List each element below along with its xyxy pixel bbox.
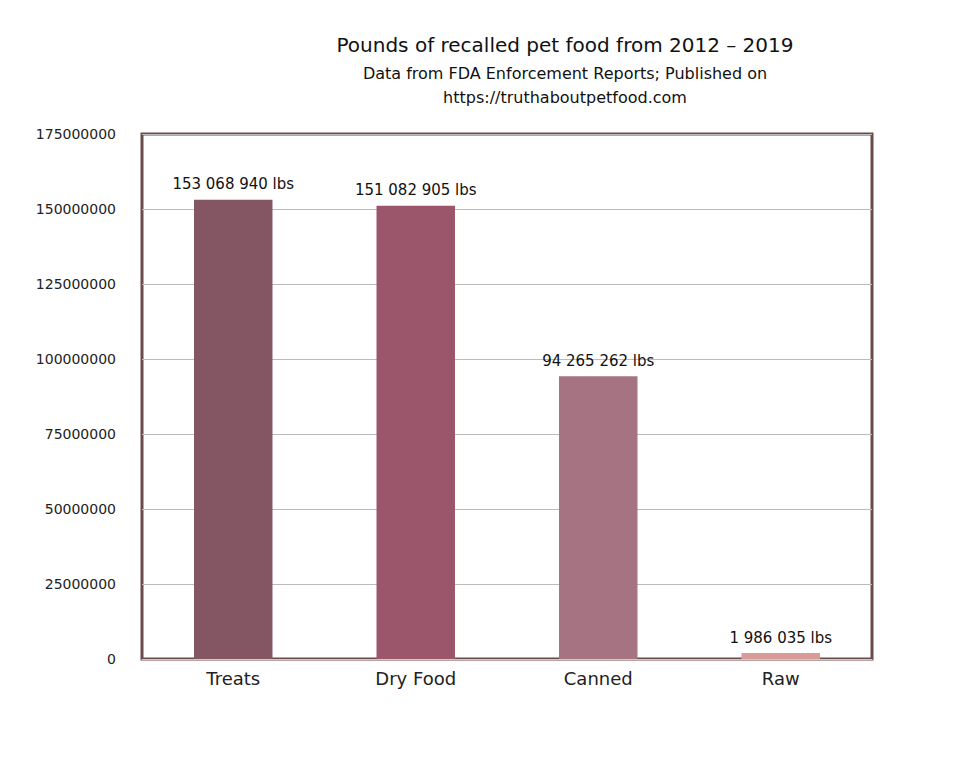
- svg-text:153 068 940 lbs: 153 068 940 lbs: [172, 175, 294, 193]
- svg-text:151 082 905 lbs: 151 082 905 lbs: [355, 181, 477, 199]
- svg-text:Canned: Canned: [564, 668, 633, 689]
- svg-text:100000000: 100000000: [36, 351, 116, 367]
- svg-text:0: 0: [107, 651, 116, 667]
- svg-text:Raw: Raw: [762, 668, 800, 689]
- svg-text:150000000: 150000000: [36, 201, 116, 217]
- svg-text:https://truthaboutpetfood.com: https://truthaboutpetfood.com: [443, 88, 687, 107]
- svg-text:1 986 035 lbs: 1 986 035 lbs: [729, 629, 832, 647]
- svg-text:Treats: Treats: [205, 668, 260, 689]
- svg-text:Data from FDA Enforcement Repo: Data from FDA Enforcement Reports; Publi…: [363, 64, 767, 83]
- svg-text:94 265 262 lbs: 94 265 262 lbs: [542, 352, 654, 370]
- svg-text:125000000: 125000000: [36, 276, 116, 292]
- svg-text:75000000: 75000000: [45, 426, 116, 442]
- svg-text:25000000: 25000000: [45, 576, 116, 592]
- svg-text:Dry Food: Dry Food: [375, 668, 456, 689]
- svg-text:50000000: 50000000: [45, 501, 116, 517]
- svg-text:175000000: 175000000: [36, 126, 116, 142]
- svg-text:Pounds of recalled pet food fr: Pounds of recalled pet food from 2012 – …: [336, 33, 793, 57]
